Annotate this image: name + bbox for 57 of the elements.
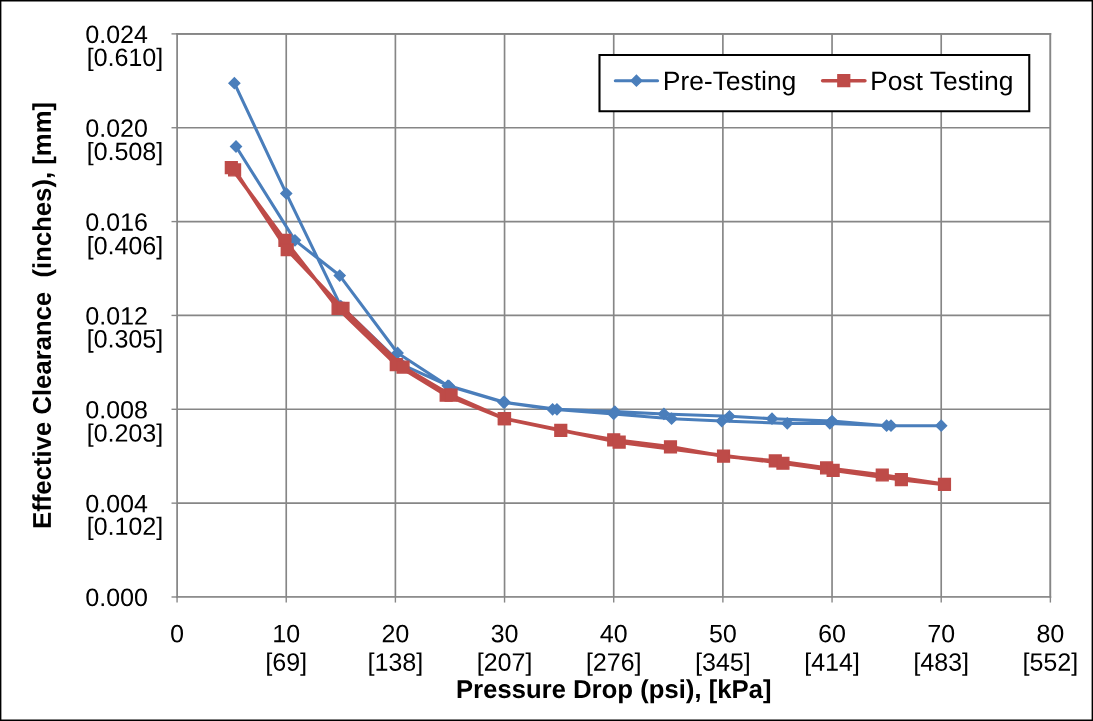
x2-tick-label: [483] (915, 652, 968, 676)
x-tick-label: 60 (819, 624, 845, 643)
x2-tick-label: [552] (1024, 652, 1077, 676)
point (333, 269, 346, 282)
x-tick-label: 0 (171, 624, 184, 643)
x2-tick-label: [207] (478, 652, 531, 676)
point (935, 419, 948, 432)
y-tick-label: 0.020 (86, 119, 147, 138)
point (875, 468, 889, 482)
point (894, 473, 908, 487)
point (657, 407, 671, 421)
point (612, 435, 626, 449)
y-tick-label: 0.012 (86, 307, 147, 325)
point (716, 449, 731, 463)
point (826, 463, 840, 477)
x-tick-label: 20 (382, 624, 409, 643)
y2-tick-label: [0.203] (88, 423, 162, 447)
x-tick-label: 40 (600, 624, 627, 643)
point (665, 412, 678, 425)
x2-tick-label: [414] (806, 652, 859, 676)
point (937, 477, 952, 491)
point (776, 456, 790, 470)
x2-tick-label: [138] (369, 652, 422, 676)
point (765, 412, 779, 425)
y2-tick-label: [0.610] (88, 47, 162, 72)
point (554, 423, 568, 438)
point (280, 187, 293, 200)
x2-tick-label: [69] (267, 652, 306, 676)
y-axis-title: Effective Clearance (inches), [mm] (32, 103, 57, 528)
y-tick-label: 0.024 (86, 25, 148, 44)
y-tick-label: 0.016 (86, 213, 147, 231)
x-tick-label: 70 (928, 624, 955, 643)
x-tick-label: 80 (1037, 624, 1064, 643)
x-tick-label: 50 (709, 624, 736, 643)
point (663, 440, 678, 454)
point (715, 414, 728, 428)
point (444, 388, 458, 402)
y2-tick-label: [0.508] (88, 141, 162, 166)
x-tick-label: 30 (491, 624, 518, 643)
x2-tick-label: [276] (587, 652, 640, 676)
y-tick-label: 0.004 (86, 494, 148, 513)
point (781, 417, 794, 430)
y-tick-label: 0.000 (86, 588, 147, 607)
y2-tick-label: [0.406] (88, 236, 162, 260)
legend-label: Post Testing (872, 70, 1012, 96)
point (228, 77, 241, 90)
point (280, 243, 294, 257)
x-axis-title: Pressure Drop (psi), [kPa] (457, 679, 771, 704)
point (227, 163, 242, 177)
x2-tick-label: [345] (696, 652, 749, 676)
y2-tick-label: [0.305] (88, 329, 162, 353)
x-tick-label: 10 (274, 624, 300, 643)
y2-tick-label: [0.102] (88, 516, 162, 541)
y-tick-label: 0.008 (86, 400, 147, 419)
legend-label: Pre-Testing (664, 70, 795, 96)
point (229, 140, 243, 153)
point (723, 410, 736, 423)
